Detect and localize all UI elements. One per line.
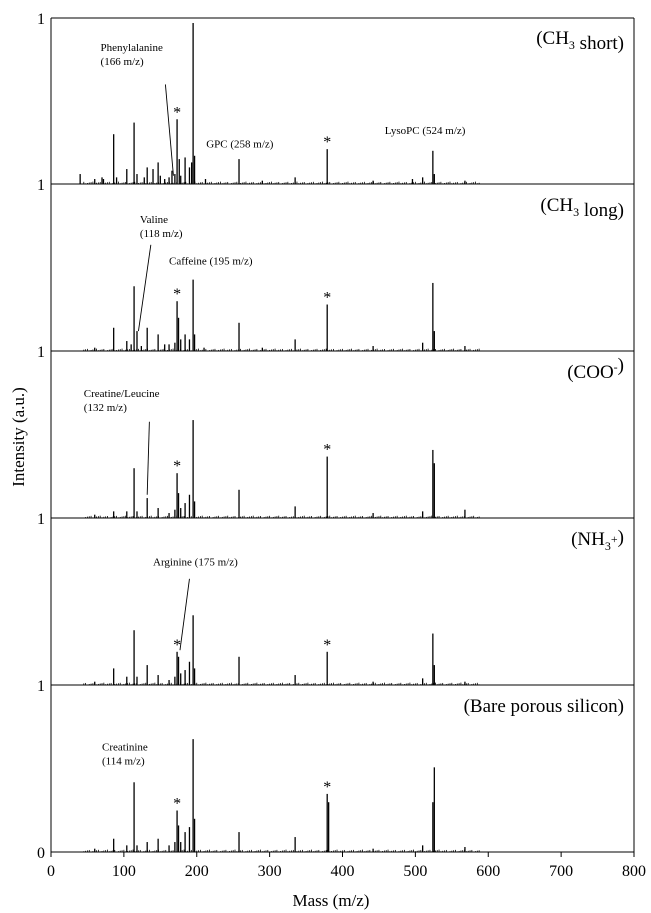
- asterisk-marker: *: [173, 104, 181, 121]
- baseline-noise: [83, 849, 480, 852]
- panel-nh3: 1 * * Arginine (175 m/z) (NH3+): [37, 527, 634, 695]
- peak-annotation-label: Valine: [140, 214, 168, 226]
- peak-annotation-label: Creatinine: [102, 742, 148, 754]
- panel-label-subscript: 3: [569, 38, 575, 52]
- panel-bare: 0 * * Creatinine (114 m/z) (Bare porous silic…: [37, 696, 634, 862]
- panel-label-main: (CH: [536, 28, 569, 49]
- panel-label: (CH3 short): [536, 28, 624, 54]
- panel-coo: 1 * * Creatine/Leucine (132 m/z) (COO-): [37, 355, 634, 528]
- annotation-leader-line: [164, 84, 174, 176]
- x-tick-label: 600: [476, 863, 500, 880]
- asterisk-marker: *: [323, 779, 331, 796]
- panel-label: (CH3 long): [540, 195, 624, 221]
- panel-label-tail: long): [579, 200, 624, 221]
- x-tick-label: 0: [47, 863, 55, 880]
- panel-label-main: (NH: [571, 529, 605, 550]
- x-axis-title: Mass (m/z): [293, 891, 370, 910]
- asterisk-marker: *: [323, 134, 331, 151]
- x-tick-label: 700: [549, 863, 573, 880]
- y-tick-label: 1: [37, 511, 45, 528]
- peak-annotation-label: (114 m/z): [102, 756, 145, 768]
- annotation-leader-line: [146, 421, 150, 495]
- asterisk-marker: *: [323, 637, 331, 654]
- y-tick-label: 0: [37, 845, 45, 862]
- y-tick-label: 1: [37, 177, 45, 194]
- baseline-noise: [83, 181, 480, 184]
- x-axis-ticks: 0 100 200 300 400 500 600 700 800: [47, 852, 646, 880]
- panel-label: (NH3+): [571, 527, 624, 553]
- asterisk-marker: *: [323, 442, 331, 459]
- peak-annotation-label: GPC (258 m/z): [206, 138, 274, 150]
- y-tick-label: 1: [37, 678, 45, 695]
- panel-label-superscript: +: [611, 532, 618, 546]
- asterisk-marker: *: [173, 286, 181, 303]
- panel-label-tail: short): [575, 33, 624, 54]
- baseline-noise: [83, 682, 480, 685]
- y-tick-label: 1: [37, 344, 45, 361]
- x-tick-label: 300: [258, 863, 282, 880]
- panel-ch3-long: 1 * * Valine (118 m/z) Caffeine (195 m/z) (CH3…: [37, 195, 634, 361]
- spectrum-panels: 1 1 * * Phenylalanine (166 m/z) GPC (258 m/z) L…: [37, 11, 634, 862]
- axes: [50, 17, 635, 852]
- panel-label-tail: ): [618, 355, 624, 376]
- asterisk-marker: *: [323, 290, 331, 307]
- peak-annotation-label: Arginine (175 m/z): [153, 556, 238, 568]
- panel-label: (COO-): [567, 355, 624, 383]
- x-tick-label: 500: [403, 863, 427, 880]
- peak-annotation-label: (132 m/z): [84, 402, 127, 414]
- baseline-noise: [83, 515, 480, 518]
- annotation-leader-line: [179, 578, 190, 651]
- panel-label-main: (Bare porous silicon): [464, 696, 624, 717]
- panel-label-subscript: 3: [573, 205, 579, 219]
- x-tick-label: 200: [185, 863, 209, 880]
- panel-label: (Bare porous silicon): [464, 696, 624, 717]
- annotation-leader-line: [138, 244, 152, 332]
- panel-label-superscript: -: [614, 360, 618, 374]
- peak-annotation-label: Phenylalanine: [101, 42, 163, 54]
- y-tick-label: 1: [37, 11, 45, 28]
- panel-label-subscript: 3: [605, 539, 611, 553]
- asterisk-marker: *: [173, 637, 181, 654]
- peak-annotation-label: Caffeine (195 m/z): [169, 256, 253, 268]
- panel-ch3-short: 1 1 * * Phenylalanine (166 m/z) GPC (258 m/z) L…: [37, 11, 634, 194]
- x-tick-label: 400: [331, 863, 355, 880]
- panel-label-main: (CH: [540, 195, 573, 216]
- panel-label-main: (COO: [567, 362, 613, 383]
- y-axis-title: Intensity (a.u.): [9, 387, 28, 487]
- panel-label-tail: ): [618, 527, 624, 548]
- peak-annotation-label: Creatine/Leucine: [84, 388, 160, 400]
- x-tick-label: 800: [622, 863, 646, 880]
- asterisk-marker: *: [173, 458, 181, 475]
- asterisk-marker: *: [173, 796, 181, 813]
- x-tick-label: 100: [112, 863, 136, 880]
- peak-annotation-label: LysoPC (524 m/z): [385, 125, 466, 137]
- peak-annotation-label: (166 m/z): [101, 56, 144, 68]
- peak-annotation-label: (118 m/z): [140, 228, 183, 240]
